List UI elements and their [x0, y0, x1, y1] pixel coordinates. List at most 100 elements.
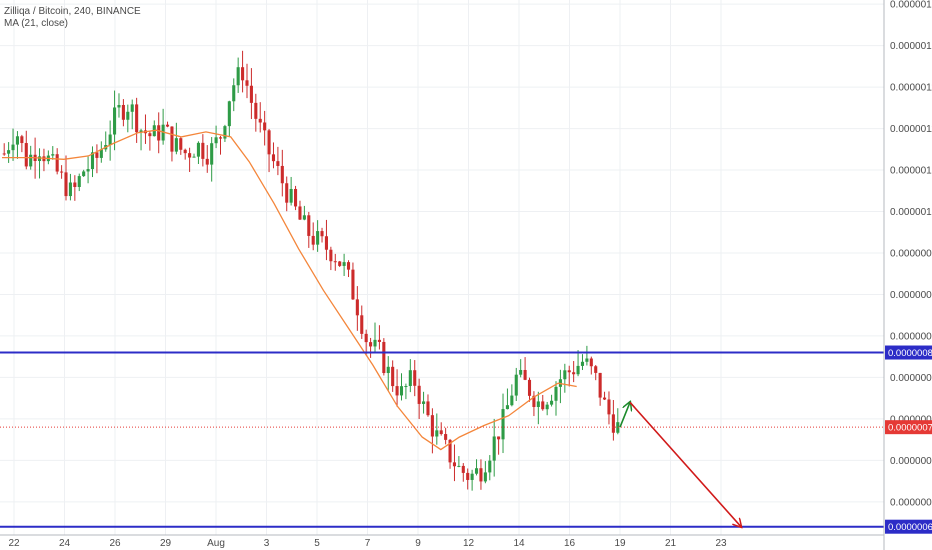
candle-body — [77, 176, 81, 187]
candle-body — [360, 315, 364, 334]
candle-body — [589, 358, 593, 367]
candle-body — [37, 156, 42, 162]
candle-body — [316, 231, 320, 245]
candle-body — [311, 235, 315, 245]
price-tick-label: 0.00000105 — [890, 166, 932, 177]
candle-body — [505, 405, 509, 410]
time-tick-label: 5 — [314, 538, 320, 549]
candle-body — [474, 468, 479, 474]
last-price-badge — [885, 420, 932, 435]
candle-body — [24, 143, 28, 167]
price-axis-bg[interactable] — [884, 0, 932, 535]
candle-body — [7, 150, 11, 154]
candle-body — [113, 107, 117, 135]
last-price-label: 0.00000074 — [888, 423, 932, 434]
candle-body — [461, 465, 465, 473]
levels — [0, 351, 884, 528]
candle-body — [64, 172, 68, 197]
candle-body — [82, 171, 86, 177]
candle-body — [585, 358, 589, 362]
level-price-badge — [885, 519, 932, 534]
projection-arrow-up — [619, 402, 630, 428]
candle-body — [60, 171, 64, 173]
candle-body — [373, 339, 377, 347]
candle-body — [523, 369, 527, 380]
candle-body — [188, 153, 192, 158]
candle-body — [616, 422, 620, 433]
time-tick-label: Aug — [207, 538, 225, 549]
price-tick-label: 0.00000095 — [890, 248, 932, 259]
candle-body — [139, 130, 143, 133]
candle-body — [510, 395, 514, 406]
candle-body — [245, 80, 249, 86]
candle-body — [205, 158, 209, 165]
candle-body — [364, 333, 368, 343]
candle-body — [369, 342, 373, 347]
price-tick-label: 0.00000100 — [890, 207, 932, 218]
candle-body — [611, 414, 615, 433]
candle-body — [324, 236, 328, 250]
candle-body — [572, 372, 576, 375]
time-axis[interactable]: 22 24 26 29 Aug 3 5 7 9 12 14 16 19 21 23 — [8, 538, 727, 549]
symbol-title: Zilliqa / Bitcoin, 240, BINANCE — [4, 6, 141, 17]
candle-body — [73, 182, 77, 187]
candle-body — [426, 401, 430, 416]
candle-body — [192, 156, 196, 158]
price-tick-label: 0.00000120 — [890, 41, 932, 52]
time-tick-label: 7 — [365, 538, 371, 549]
candle-body — [550, 400, 554, 405]
candle-body — [68, 182, 72, 197]
candle-body — [346, 262, 351, 270]
price-tick-label: 0.00000085 — [890, 331, 932, 342]
candle-body — [108, 134, 112, 146]
candle-body — [422, 401, 426, 404]
candle-body — [536, 401, 540, 407]
candle-body — [342, 262, 346, 266]
candle-body — [413, 370, 417, 386]
candle-body — [320, 231, 324, 237]
candle-body — [391, 366, 395, 387]
price-axis[interactable]: 0.00000125 0.00000120 0.00000115 0.00000110… — [890, 0, 932, 508]
candle-body — [302, 215, 306, 220]
candle-body — [532, 395, 536, 407]
candle-body — [165, 124, 170, 127]
candle-body — [479, 468, 483, 482]
candle-body — [576, 365, 580, 375]
price-tick-label: 0.00000090 — [890, 290, 932, 301]
candle-body — [126, 111, 130, 120]
candle-body — [15, 136, 19, 145]
candle-body — [395, 386, 399, 396]
candle-body — [294, 188, 298, 207]
candle-body — [567, 370, 571, 373]
time-tick-label: 12 — [463, 538, 475, 549]
candle-body — [148, 133, 152, 137]
candle-body — [448, 439, 452, 463]
candle-body — [399, 386, 404, 396]
candle-body — [329, 249, 333, 262]
candle-body — [439, 430, 443, 435]
price-tick-label: 0.00000110 — [890, 124, 932, 135]
candle-body — [492, 436, 496, 461]
candle-body — [263, 122, 267, 131]
grid — [0, 0, 884, 535]
candle-body — [351, 269, 355, 300]
candle-body — [276, 161, 280, 166]
candle-body — [227, 101, 231, 127]
candle-body — [382, 341, 386, 374]
candle-body — [285, 183, 289, 203]
candle-body — [563, 370, 567, 380]
candle-body — [157, 125, 161, 141]
candle-body — [174, 138, 178, 152]
price-tick-label: 0.00000125 — [890, 0, 932, 11]
candle-body — [223, 126, 227, 139]
candle-body — [408, 370, 412, 387]
candle-body — [99, 149, 103, 158]
candle-body — [86, 169, 90, 172]
indicator-legend: MA (21, close) — [4, 18, 68, 29]
candle-body — [466, 472, 470, 480]
candle-body — [452, 462, 457, 467]
candle-body — [258, 118, 262, 123]
time-tick-label: 19 — [614, 538, 626, 549]
